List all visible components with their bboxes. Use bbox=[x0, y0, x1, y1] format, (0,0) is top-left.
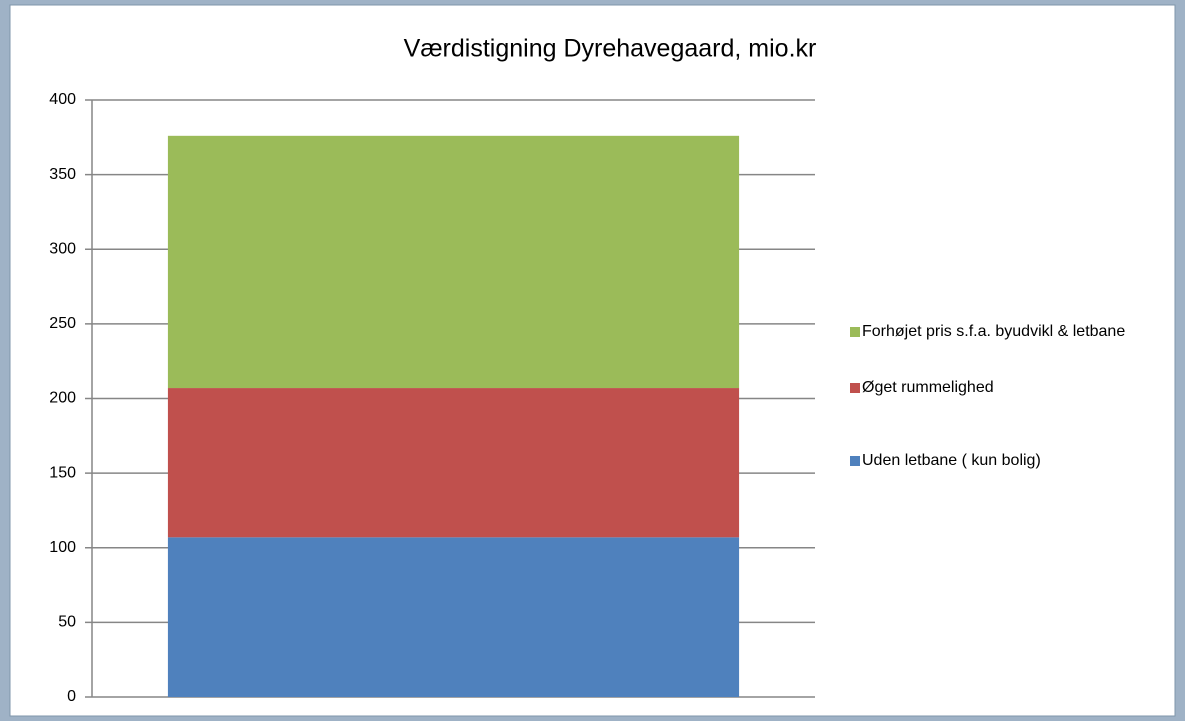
y-tick-label: 350 bbox=[49, 166, 76, 183]
legend-marker bbox=[850, 327, 860, 337]
bar-segment bbox=[167, 537, 740, 697]
legend-entry: Forhøjet pris s.f.a. byudvikl & letbane bbox=[862, 323, 1126, 340]
legend-label: Uden letbane ( kun bolig) bbox=[862, 452, 1041, 469]
bar-segment bbox=[167, 388, 740, 538]
y-tick-label: 100 bbox=[49, 539, 76, 556]
bar-segment bbox=[167, 135, 740, 389]
y-tick-label: 250 bbox=[49, 315, 76, 332]
y-tick-label: 0 bbox=[67, 688, 76, 705]
y-tick-label: 200 bbox=[49, 390, 76, 407]
y-tick-label: 400 bbox=[49, 91, 76, 108]
legend-entry: Øget rummelighed bbox=[862, 379, 994, 396]
legend-label: Forhøjet pris s.f.a. byudvikl & letbane bbox=[862, 323, 1126, 340]
y-tick-label: 300 bbox=[49, 240, 76, 257]
y-tick-label: 50 bbox=[58, 614, 76, 631]
y-tick-label: 150 bbox=[49, 464, 76, 481]
legend-label: Øget rummelighed bbox=[862, 379, 994, 396]
chart-title: Værdistigning Dyrehavegaard, mio.kr bbox=[404, 35, 817, 63]
legend-entry: Uden letbane ( kun bolig) bbox=[862, 452, 1041, 469]
legend-marker bbox=[850, 383, 860, 393]
legend-marker bbox=[850, 456, 860, 466]
